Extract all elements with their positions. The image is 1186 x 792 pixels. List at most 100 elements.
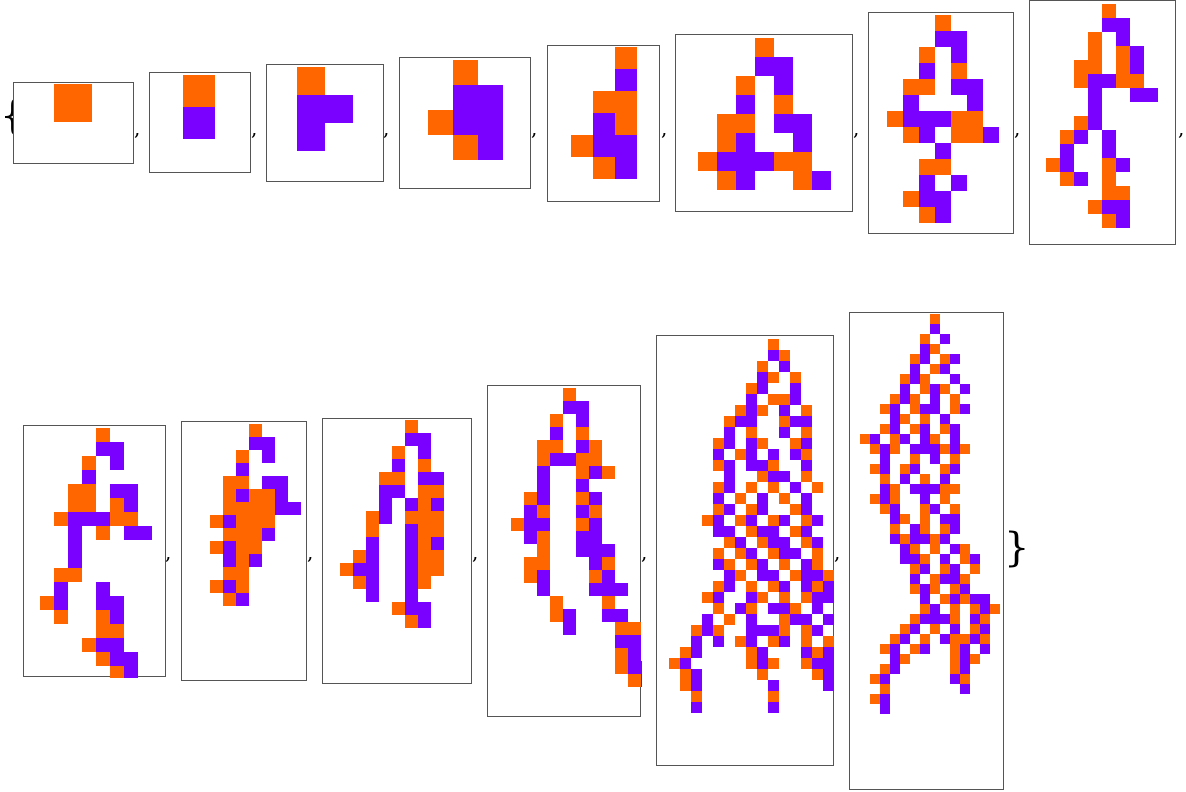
orange-cell <box>960 634 970 644</box>
orange-cell <box>890 444 900 454</box>
orange-cell <box>236 541 249 554</box>
orange-cell <box>550 440 563 453</box>
purple-cell <box>930 484 940 494</box>
purple-cell <box>478 85 503 110</box>
purple-cell <box>980 604 990 614</box>
orange-cell <box>405 420 418 433</box>
orange-cell <box>746 427 757 438</box>
cell-grid <box>698 38 831 190</box>
orange-cell <box>576 492 589 505</box>
purple-cell <box>930 504 940 514</box>
purple-cell <box>392 459 405 472</box>
orange-cell <box>418 550 431 563</box>
orange-cell <box>920 514 930 524</box>
purple-cell <box>930 444 940 454</box>
purple-cell <box>724 438 735 449</box>
purple-cell <box>736 171 755 190</box>
cell-grid <box>511 388 642 687</box>
orange-cell <box>910 394 920 404</box>
orange-cell <box>96 652 110 666</box>
orange-cell <box>940 424 950 434</box>
orange-cell <box>628 622 641 635</box>
purple-cell <box>768 702 779 713</box>
purple-cell <box>366 563 379 576</box>
purple-cell <box>980 644 990 654</box>
orange-cell <box>930 434 940 444</box>
purple-cell <box>602 570 615 583</box>
orange-cell <box>823 636 834 647</box>
orange-cell <box>790 504 801 515</box>
orange-cell <box>812 548 823 559</box>
orange-cell <box>82 498 96 512</box>
orange-cell <box>236 515 249 528</box>
purple-cell <box>793 114 812 133</box>
purple-cell <box>779 603 790 614</box>
orange-cell <box>1046 158 1060 172</box>
purple-cell <box>910 484 920 494</box>
purple-cell <box>223 580 236 593</box>
orange-cell <box>511 518 524 531</box>
orange-cell <box>900 374 910 384</box>
purple-cell <box>735 603 746 614</box>
purple-cell <box>524 518 537 531</box>
state-panel-8 <box>1029 0 1176 245</box>
orange-cell <box>870 444 880 454</box>
orange-cell <box>1102 214 1116 228</box>
orange-cell <box>880 504 890 514</box>
orange-cell <box>418 511 431 524</box>
orange-cell <box>746 581 757 592</box>
purple-cell <box>801 614 812 625</box>
cell-grid <box>340 420 444 628</box>
purple-cell <box>537 570 550 583</box>
purple-cell <box>615 157 637 179</box>
purple-cell <box>96 596 110 610</box>
purple-cell <box>920 584 930 594</box>
orange-cell <box>930 364 940 374</box>
purple-cell <box>262 450 275 463</box>
orange-cell <box>935 159 951 175</box>
purple-cell <box>900 434 910 444</box>
purple-cell <box>910 464 920 474</box>
orange-cell <box>1116 60 1130 74</box>
purple-cell <box>746 438 757 449</box>
purple-cell <box>82 470 96 484</box>
purple-cell <box>900 474 910 484</box>
purple-cell <box>1130 88 1144 102</box>
purple-cell <box>940 414 950 424</box>
orange-cell <box>713 581 724 592</box>
list-separator: , <box>1014 116 1021 140</box>
orange-cell <box>602 466 615 479</box>
purple-cell <box>890 654 900 664</box>
purple-cell <box>736 95 755 114</box>
purple-cell <box>124 526 138 540</box>
purple-cell <box>325 95 353 123</box>
purple-cell <box>183 107 215 139</box>
purple-cell <box>790 614 801 625</box>
purple-cell <box>790 548 801 559</box>
purple-cell <box>110 610 124 624</box>
orange-cell <box>940 384 950 394</box>
orange-cell <box>735 570 746 581</box>
purple-cell <box>724 570 735 581</box>
purple-cell <box>790 449 801 460</box>
purple-cell <box>920 484 930 494</box>
orange-cell <box>903 191 919 207</box>
purple-cell <box>970 554 980 564</box>
orange-cell <box>900 624 910 634</box>
purple-cell <box>236 489 249 502</box>
orange-cell <box>960 544 970 554</box>
orange-cell <box>210 580 223 593</box>
orange-cell <box>615 47 637 69</box>
purple-cell <box>746 416 757 427</box>
orange-cell <box>940 524 950 534</box>
purple-cell <box>736 133 755 152</box>
purple-cell <box>950 464 960 474</box>
orange-cell <box>1088 32 1102 46</box>
orange-cell <box>698 152 717 171</box>
purple-cell <box>900 394 910 404</box>
purple-cell <box>801 416 812 427</box>
purple-cell <box>960 644 970 654</box>
purple-cell <box>890 644 900 654</box>
orange-cell <box>823 570 834 581</box>
purple-cell <box>431 472 444 485</box>
